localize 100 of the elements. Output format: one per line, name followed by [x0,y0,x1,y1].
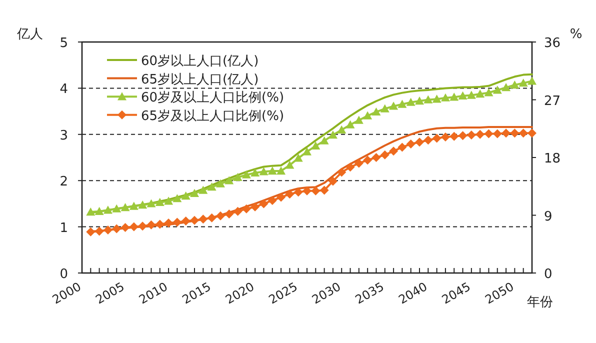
point [346,120,355,128]
y-tick-label: 2 [60,174,68,190]
point [233,206,242,216]
point [112,224,122,234]
point [294,154,303,162]
point [129,222,138,232]
point [458,91,468,100]
point [138,222,148,231]
point [146,199,156,208]
point [164,196,174,205]
point [432,94,442,103]
point [190,216,199,225]
point [415,138,424,147]
point [294,188,303,197]
point [354,116,364,124]
point [285,160,294,169]
point [398,100,407,108]
point [372,107,381,116]
point [172,218,182,227]
point [250,168,260,176]
point [86,208,96,216]
y-axis-title: 亿人 [16,27,43,42]
point [363,156,372,165]
point [424,136,433,145]
point [172,194,182,202]
point [285,190,294,199]
point [484,129,494,138]
point [518,78,528,87]
point [492,86,502,94]
point [380,104,390,112]
point [320,136,329,144]
y2-axis-title: % [570,27,582,42]
point [259,199,268,208]
y-tick-label: 4 [60,82,68,98]
y2-tick-label: 36 [544,36,561,51]
y-tick-label: 3 [60,128,68,144]
point [138,200,148,209]
point [502,128,511,138]
point [250,202,260,212]
point [337,125,346,134]
point [302,186,312,196]
point [103,226,112,235]
point [346,162,355,172]
legend-label: 60岁以上人口(亿人) [141,54,259,69]
point [242,170,251,178]
point [510,128,520,138]
point [190,188,199,198]
y2-tick-label: 0 [544,267,552,282]
point [94,226,104,236]
point [276,192,286,202]
point [129,202,138,210]
point [372,153,381,162]
y-tick-label: 5 [60,36,68,51]
point [337,168,346,177]
point [224,176,234,184]
point [311,141,320,150]
point [112,204,122,212]
point [528,128,536,138]
point [242,204,251,214]
point [320,186,329,195]
point [476,130,485,139]
y-tick-label: 0 [60,267,68,282]
point [103,206,112,214]
point [354,158,364,168]
legend-label: 65岁及以上人口比例(%) [141,108,284,124]
point [466,90,476,99]
y2-tick-label: 9 [544,209,552,224]
point [502,83,511,92]
point [518,128,528,138]
point [328,176,338,186]
point [450,92,459,101]
point [492,129,502,138]
point [120,222,130,232]
point [389,146,398,156]
point [120,203,130,212]
point [216,211,225,220]
point [450,132,459,141]
point [440,132,450,142]
point [458,131,468,140]
point [311,186,320,196]
point [181,192,190,200]
point [440,93,450,102]
legend-label: 60岁及以上人口比例(%) [141,90,284,106]
point [466,130,476,140]
point [224,209,234,218]
point [181,216,190,226]
point [380,150,390,160]
point [424,95,433,104]
point [476,89,485,98]
x-axis-title: 年份 [527,295,553,310]
point [389,102,398,110]
point [268,196,277,205]
y-tick-label: 1 [60,220,68,236]
point [207,182,216,191]
point [146,220,156,230]
point [198,214,208,224]
y2-tick-label: 27 [544,94,561,109]
point [216,179,225,188]
point [302,147,312,156]
legend-label: 65岁以上人口(亿人) [141,72,259,88]
